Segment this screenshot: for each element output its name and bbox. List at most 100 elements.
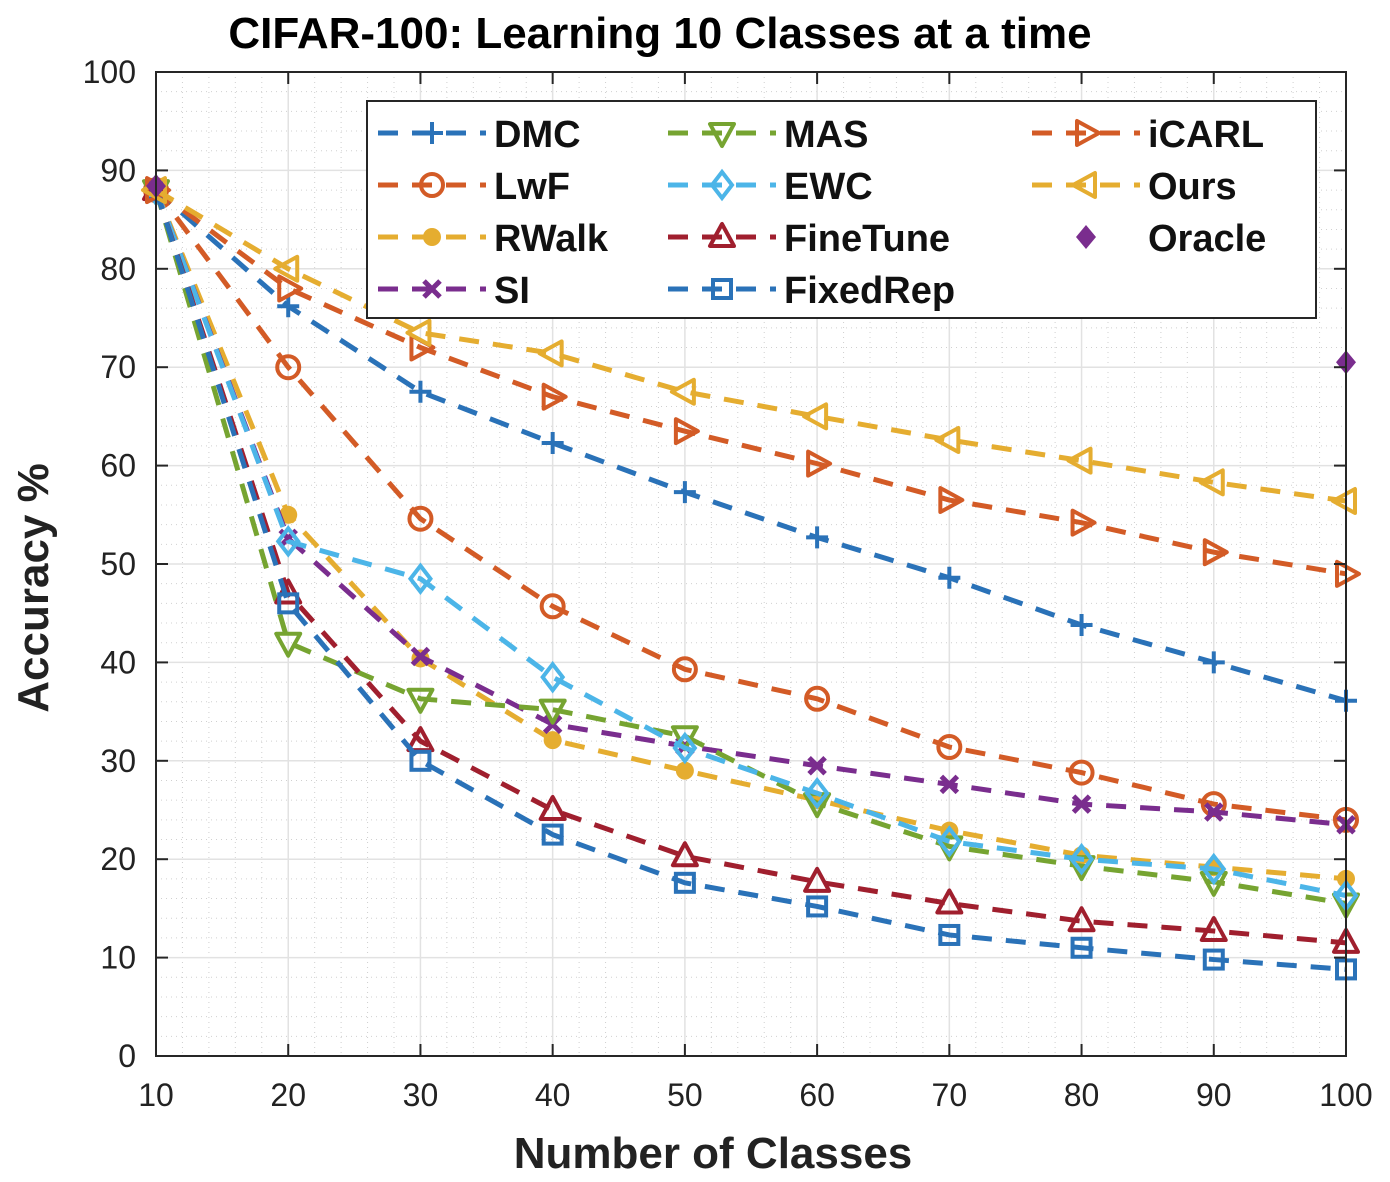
- data-point-ewc: [1201, 852, 1227, 886]
- legend-item-si: SI: [378, 270, 530, 312]
- data-point-ours: [273, 254, 300, 283]
- data-point-dmc: [673, 481, 696, 504]
- data-point-ours: [405, 318, 432, 347]
- legend-item-finetune: FineTune: [668, 218, 950, 260]
- data-point-lwf: [539, 593, 566, 620]
- legend-marker-rwalk: [423, 228, 441, 246]
- legend-item-ours: Ours: [1032, 166, 1237, 208]
- y-tick-label: 80: [100, 251, 136, 287]
- data-point-finetune: [670, 841, 699, 868]
- data-point-icarl: [938, 486, 965, 515]
- data-point-si: [1204, 802, 1224, 822]
- data-point-rwalk: [543, 731, 562, 750]
- data-point-ewc: [275, 525, 301, 558]
- data-point-ours: [537, 339, 564, 368]
- data-point-finetune: [1067, 906, 1096, 933]
- data-point-fixedrep: [1070, 936, 1093, 959]
- data-point-fixedrep: [673, 871, 696, 894]
- data-point-ours: [802, 402, 829, 431]
- legend-label-ewc: EWC: [784, 166, 873, 208]
- data-point-fixedrep: [1202, 948, 1225, 971]
- data-point-ours: [1331, 487, 1357, 516]
- data-point-rwalk: [675, 761, 694, 780]
- series-line-lwf: [153, 188, 1347, 823]
- data-point-fixedrep: [938, 923, 961, 946]
- data-point-si: [1071, 794, 1092, 814]
- legend-marker-si: [422, 279, 442, 299]
- x-tick-label: 20: [270, 1077, 306, 1113]
- data-point-icarl: [541, 382, 568, 411]
- legend-item-ewc: EWC: [668, 166, 873, 208]
- data-point-icarl: [1335, 559, 1361, 588]
- data-point-mas: [406, 687, 435, 714]
- data-point-mas: [274, 631, 303, 658]
- y-tick-label: 60: [100, 448, 136, 484]
- data-point-mas: [538, 698, 567, 725]
- data-point-ewc: [540, 660, 566, 694]
- legend-item-oracle: Oracle: [1076, 218, 1266, 260]
- grid-minor: [156, 72, 1346, 1056]
- data-point-finetune: [1199, 916, 1228, 943]
- legend-items: DMC LwF RWalk SI MAS EWC FineTune FixedRep iCARL…: [378, 114, 1266, 312]
- data-point-fixedrep: [277, 592, 300, 615]
- data-point-dmc: [1202, 651, 1225, 674]
- x-tick-label: 80: [1064, 1077, 1100, 1113]
- legend-label-rwalk: RWalk: [494, 218, 609, 260]
- legend-item-mas: MAS: [668, 114, 868, 156]
- y-axis-ticks: 0 10 20 30 40 50 60 70 80 90 100: [83, 54, 1346, 1074]
- x-tick-label: 90: [1196, 1077, 1232, 1113]
- data-point-finetune: [538, 795, 567, 821]
- data-point-icarl: [673, 417, 700, 446]
- y-tick-label: 70: [100, 349, 136, 385]
- series-line-icarl: [154, 188, 1347, 577]
- y-tick-label: 30: [100, 743, 136, 779]
- data-point-mas: [1199, 870, 1228, 897]
- legend-marker-dmc: [421, 122, 443, 144]
- data-point-icarl: [1202, 538, 1229, 567]
- legend-item-dmc: DMC: [378, 114, 581, 156]
- legend-label-dmc: DMC: [494, 114, 581, 156]
- legend-marker-fixedrep: [711, 278, 733, 300]
- x-tick-label: 60: [799, 1077, 835, 1113]
- legend-marker-oracle: [1076, 225, 1096, 249]
- data-point-lwf: [671, 656, 698, 683]
- data-point-dmc: [806, 526, 829, 549]
- x-tick-label: 100: [1319, 1077, 1372, 1113]
- series-line-ewc: [153, 189, 1347, 899]
- legend: DMC LwF RWalk SI MAS EWC FineTune FixedRep iCARL…: [366, 100, 1317, 319]
- y-tick-label: 0: [118, 1038, 136, 1074]
- y-tick-label: 20: [100, 841, 136, 877]
- data-point-mas: [670, 725, 699, 752]
- data-point-fixedrep: [409, 749, 432, 772]
- legend-label-ours: Ours: [1148, 166, 1237, 208]
- x-tick-label: 50: [667, 1077, 703, 1113]
- legend-item-lwf: LwF: [378, 166, 570, 208]
- data-point-icarl: [806, 449, 833, 478]
- data-point-dmc: [938, 566, 961, 589]
- data-point-ours: [1198, 468, 1225, 497]
- legend-label-lwf: LwF: [494, 166, 570, 208]
- chart-title: CIFAR-100: Learning 10 Classes at a time: [228, 9, 1091, 58]
- x-axis-label: Number of Classes: [514, 1129, 913, 1178]
- x-tick-label: 30: [403, 1077, 439, 1113]
- legend-marker-mas: [708, 122, 736, 148]
- x-tick-label: 70: [932, 1077, 968, 1113]
- data-point-ewc: [672, 731, 698, 765]
- legend-label-finetune: FineTune: [784, 218, 950, 260]
- legend-box: [366, 100, 1317, 319]
- series-icarl: [145, 176, 1361, 588]
- data-point-ewc: [1069, 842, 1095, 876]
- series-line-si: [153, 189, 1347, 828]
- x-tick-label: 10: [138, 1077, 174, 1113]
- data-point-rwalk: [279, 505, 298, 524]
- legend-label-mas: MAS: [784, 114, 868, 156]
- data-point-dmc: [409, 380, 432, 403]
- y-axis-label: Accuracy %: [9, 463, 58, 712]
- data-point-dmc: [277, 295, 300, 318]
- legend-marker-icarl: [1075, 119, 1101, 147]
- y-tick-label: 50: [100, 546, 136, 582]
- data-point-ewc: [407, 562, 433, 596]
- data-point-ewc: [936, 825, 962, 858]
- y-tick-label: 100: [83, 54, 136, 90]
